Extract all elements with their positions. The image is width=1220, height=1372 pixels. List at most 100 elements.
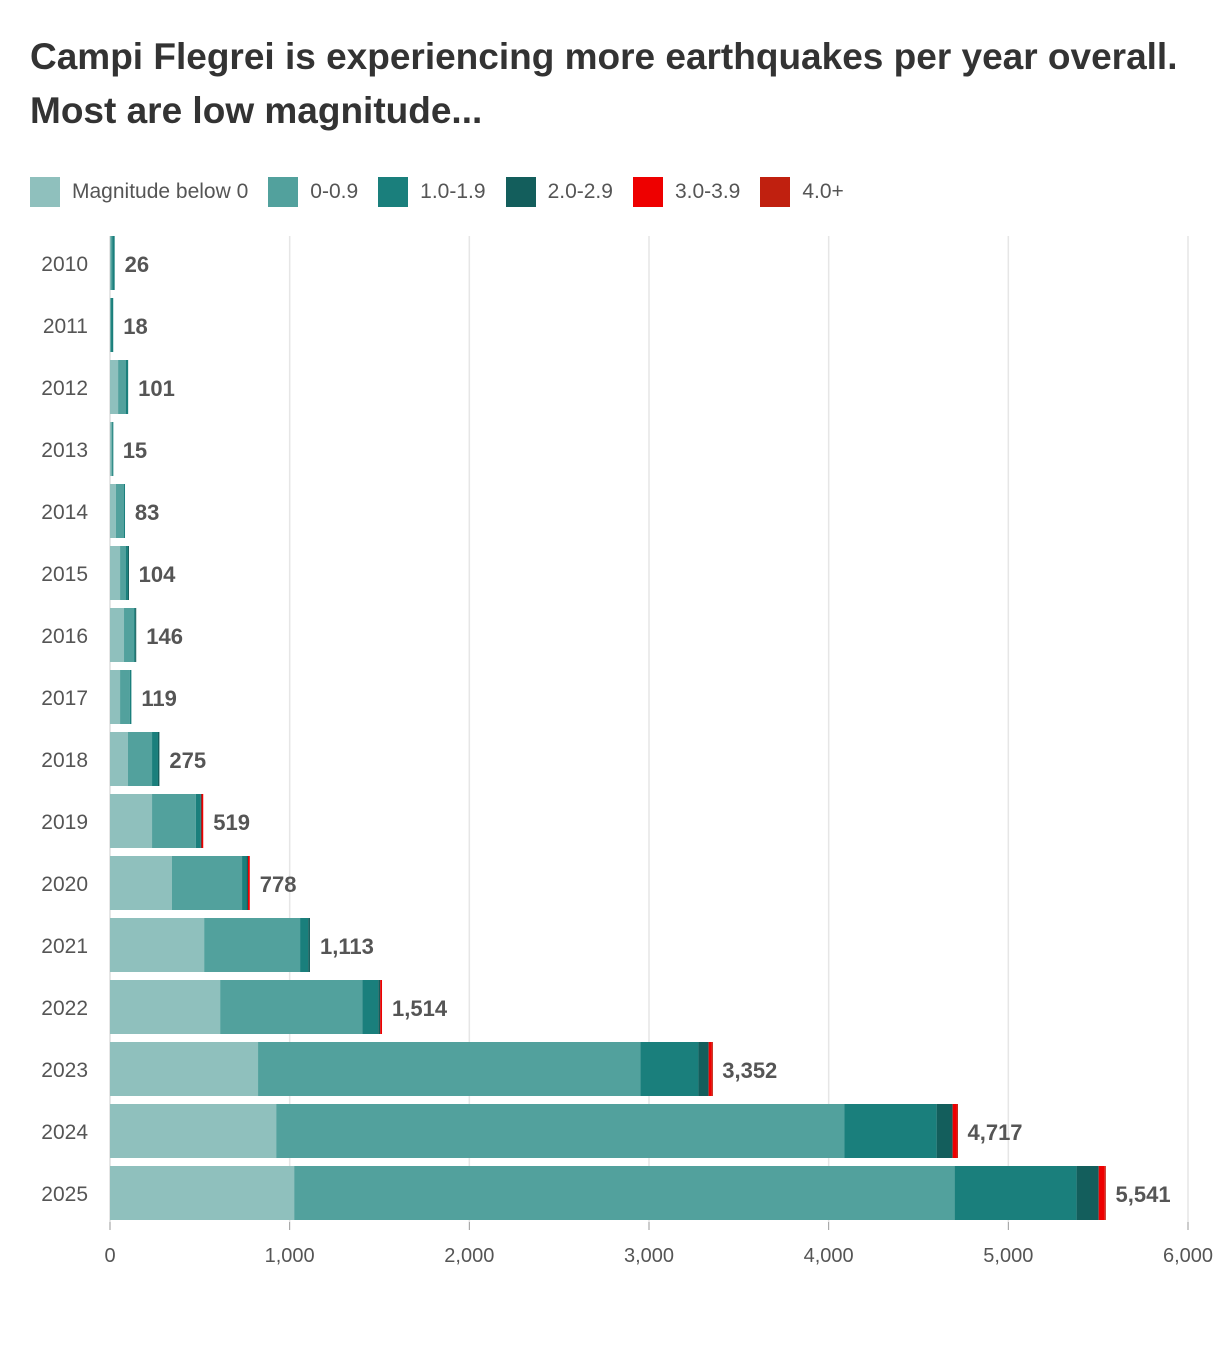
total-label: 519	[213, 810, 250, 835]
x-tick-label: 4,000	[804, 1245, 854, 1267]
bar-segment	[134, 608, 136, 662]
legend-item: 3.0-3.9	[632, 177, 741, 207]
bar-segment	[1076, 1166, 1099, 1220]
total-label: 26	[125, 252, 149, 277]
bar-segment	[171, 856, 243, 910]
total-label: 18	[123, 314, 147, 339]
bar-segment	[294, 1166, 955, 1220]
bar-segment	[112, 422, 114, 476]
legend: Magnitude below 0 0-0.9 1.0-1.9 2.0-2.9 3.0-…	[30, 177, 864, 207]
bar-segment	[127, 546, 129, 600]
total-label: 146	[146, 624, 183, 649]
bar-segment	[120, 670, 130, 724]
bar-segment	[111, 422, 113, 476]
total-label: 3,352	[722, 1058, 777, 1083]
bar-segment	[110, 670, 121, 724]
legend-swatch	[378, 177, 409, 207]
bar-segment	[152, 794, 196, 848]
bar-segment	[120, 546, 126, 600]
bar-segment	[954, 1166, 1077, 1220]
legend-swatch	[268, 177, 299, 207]
bar-segment	[200, 794, 202, 848]
bar-segment	[110, 608, 125, 662]
y-tick-label: 2025	[41, 1183, 88, 1206]
bar-segment	[110, 236, 111, 290]
bar-segment	[698, 1042, 709, 1096]
legend-item: 0-0.9	[268, 177, 358, 207]
bar-segment	[110, 856, 172, 910]
total-label: 83	[135, 500, 159, 525]
x-tick-label: 6,000	[1163, 1245, 1213, 1267]
bar-segment	[708, 1042, 712, 1096]
total-label: 275	[169, 748, 206, 773]
bar-segment	[640, 1042, 699, 1096]
bar-segment	[110, 1042, 259, 1096]
bar-segment	[110, 546, 121, 600]
bar-segment	[129, 670, 132, 724]
bar-segment	[110, 484, 116, 538]
bar-segment	[110, 1104, 277, 1158]
bar-segment	[135, 608, 137, 662]
bar-segment	[1098, 1166, 1105, 1220]
chart-title: Campi Flegrei is experiencing more earth…	[30, 36, 1178, 131]
bar-segment	[258, 1042, 641, 1096]
bar-segment	[112, 236, 115, 290]
y-tick-label: 2011	[43, 315, 88, 338]
total-label: 5,541	[1116, 1182, 1171, 1207]
bar-segment	[125, 360, 129, 414]
legend-swatch	[632, 177, 663, 207]
legend-swatch	[505, 177, 536, 207]
bar-segment	[152, 732, 158, 786]
y-tick-label: 2016	[41, 625, 88, 648]
bar-segment	[247, 856, 250, 910]
y-tick-label: 2010	[41, 253, 88, 276]
legend-item: Magnitude below 0	[30, 177, 248, 207]
y-tick-label: 2018	[41, 749, 88, 772]
total-label: 101	[138, 376, 175, 401]
bar-segment	[246, 856, 248, 910]
legend-item: 1.0-1.9	[378, 177, 486, 207]
total-label: 15	[123, 438, 147, 463]
bar-segment	[115, 484, 125, 538]
total-label: 1,113	[320, 934, 374, 959]
bar-segment	[124, 608, 135, 662]
y-tick-label: 2015	[41, 563, 88, 586]
total-label: 119	[141, 686, 177, 711]
x-tick-label: 2,000	[444, 1245, 494, 1267]
bar-segment	[118, 360, 126, 414]
bar-segment	[956, 1104, 958, 1158]
y-tick-label: 2021	[41, 935, 88, 958]
bar-segment	[1104, 1166, 1106, 1220]
bar-segment	[110, 298, 112, 352]
y-tick-label: 2020	[41, 873, 88, 896]
bar-segment	[276, 1104, 845, 1158]
x-tick-label: 1,000	[265, 1245, 315, 1267]
y-tick-label: 2024	[41, 1121, 88, 1144]
y-tick-label: 2013	[41, 439, 88, 462]
total-label: 1,514	[392, 996, 448, 1021]
bar-segment	[110, 422, 112, 476]
bar-segment	[201, 794, 204, 848]
bar-segment	[242, 856, 247, 910]
bar-segment	[110, 732, 128, 786]
legend-item: 2.0-2.9	[505, 177, 613, 207]
bar-segment	[378, 980, 381, 1034]
legend-label: 4.0+	[802, 180, 844, 203]
total-label: 778	[260, 872, 297, 897]
bar-segment	[952, 1104, 957, 1158]
legend-label: 3.0-3.9	[674, 180, 741, 203]
bar-segment	[308, 918, 310, 972]
bar-segment	[936, 1104, 953, 1158]
x-tick-label: 5,000	[983, 1245, 1033, 1267]
y-tick-label: 2019	[41, 811, 88, 834]
bar-segment	[110, 360, 119, 414]
bar-segment	[110, 794, 153, 848]
total-label: 104	[139, 562, 176, 587]
legend-swatch	[760, 177, 791, 207]
bar-segment	[110, 918, 205, 972]
y-tick-label: 2023	[41, 1059, 88, 1082]
bar-segment	[127, 732, 153, 786]
legend-item: 4.0+	[760, 177, 844, 207]
